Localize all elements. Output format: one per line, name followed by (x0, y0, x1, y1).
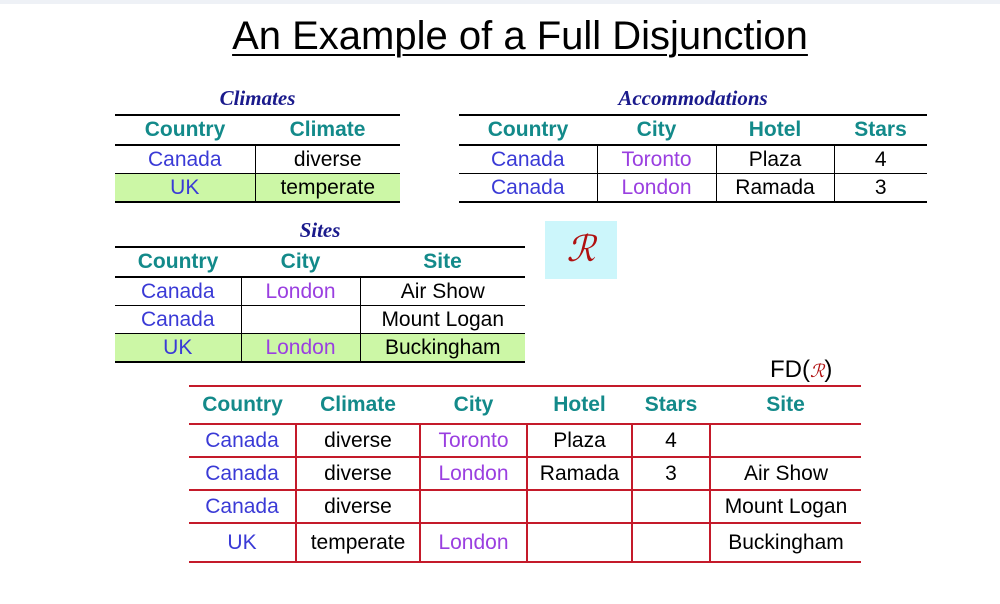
fd-cell-site: Buckingham (709, 523, 861, 563)
climates-header-country: Country (115, 115, 255, 146)
fd-suffix: ) (824, 356, 833, 383)
fd-cell-site: Air Show (709, 457, 861, 491)
accommodations-cell-country: Canada (459, 145, 597, 174)
accommodations-cell-hotel: Plaza (715, 145, 834, 174)
fd-cell-city: London (419, 457, 527, 491)
table-row: Canada London Ramada 3 (459, 173, 927, 203)
accommodations-header-country: Country (459, 115, 597, 146)
sites-table: Country City Site Canada London Air Show… (115, 246, 525, 363)
sites-cell-country: Canada (115, 305, 241, 334)
table-row: Canada London Air Show (115, 277, 525, 306)
fd-cell-site (709, 424, 861, 458)
accommodations-cell-stars: 3 (833, 173, 927, 203)
fd-cell-stars (631, 523, 710, 563)
sites-header-site: Site (360, 247, 525, 278)
fd-prefix: FD( (770, 356, 810, 383)
accommodations-cell-hotel: Ramada (715, 173, 834, 203)
fd-cell-city: London (419, 523, 527, 563)
table-row: Canada diverse Toronto Plaza 4 (189, 424, 861, 458)
fd-cell-stars: 4 (631, 424, 710, 458)
fd-cell-climate: temperate (295, 523, 420, 563)
fd-header-city: City (420, 386, 527, 425)
fd-cell-climate: diverse (295, 490, 420, 524)
fd-cell-hotel: Ramada (526, 457, 632, 491)
fd-header-country: Country (189, 386, 296, 425)
climates-cell-climate: temperate (254, 173, 400, 203)
climates-header-climate: Climate (255, 115, 400, 146)
sites-cell-country: UK (115, 333, 241, 363)
fd-label: FD(ℛ) (770, 356, 832, 384)
slide-title: An Example of a Full Disjunction (232, 14, 808, 58)
table-row-highlighted: UK temperate (115, 173, 400, 203)
sites-cell-country: Canada (115, 277, 241, 306)
sites-cell-city: London (240, 277, 360, 306)
fd-cell-hotel (526, 523, 632, 563)
table-row: Canada Mount Logan (115, 305, 525, 334)
accommodations-cell-city: London (596, 173, 716, 203)
fd-cell-hotel (526, 490, 632, 524)
fd-cell-site: Mount Logan (709, 490, 861, 524)
climates-cell-country: UK (115, 173, 255, 203)
sites-cell-site: Mount Logan (359, 305, 525, 334)
table-row: Canada diverse London Ramada 3 Air Show (189, 457, 861, 491)
fd-cell-country: UK (189, 523, 296, 563)
fd-header-climate: Climate (296, 386, 420, 425)
fd-cell-climate: diverse (295, 457, 420, 491)
fd-header-hotel: Hotel (527, 386, 632, 425)
sites-cell-city: London (240, 333, 360, 363)
climates-cell-climate: diverse (254, 145, 400, 174)
sites-cell-site: Air Show (359, 277, 525, 306)
full-disjunction-table: Country Climate City Hotel Stars Site Ca… (189, 385, 861, 563)
sites-header-city: City (241, 247, 360, 278)
fd-cell-climate: diverse (295, 424, 420, 458)
fd-header-site: Site (710, 386, 861, 425)
fd-cell-city (419, 490, 527, 524)
accommodations-header-stars: Stars (834, 115, 927, 146)
sites-cell-site: Buckingham (359, 333, 525, 363)
sites-caption: Sites (299, 218, 341, 242)
sites-header-country: Country (115, 247, 241, 278)
fd-cell-country: Canada (189, 457, 296, 491)
accommodations-table: Country City Hotel Stars Canada Toronto … (459, 114, 927, 203)
accommodations-header-hotel: Hotel (716, 115, 834, 146)
fd-symbol: ℛ (809, 361, 825, 382)
accommodations-header-city: City (597, 115, 716, 146)
table-row: Canada Toronto Plaza 4 (459, 145, 927, 174)
table-row: Canada diverse Mount Logan (189, 490, 861, 524)
table-row-highlighted: UK London Buckingham (115, 333, 525, 363)
table-row: Canada diverse (115, 145, 400, 174)
fd-header-stars: Stars (632, 386, 710, 425)
fd-cell-country: Canada (189, 490, 296, 524)
table-row: UK temperate London Buckingham (189, 523, 861, 563)
accommodations-cell-city: Toronto (596, 145, 716, 174)
climates-table: Country Climate Canada diverse UK temper… (115, 114, 400, 203)
sites-cell-city (240, 305, 360, 334)
fd-cell-city: Toronto (419, 424, 527, 458)
fd-cell-country: Canada (189, 424, 296, 458)
climates-cell-country: Canada (115, 145, 255, 174)
fd-cell-stars (631, 490, 710, 524)
fd-cell-hotel: Plaza (526, 424, 632, 458)
accommodations-cell-country: Canada (459, 173, 597, 203)
top-strip (0, 0, 1000, 4)
fd-cell-stars: 3 (631, 457, 710, 491)
climates-caption: Climates (219, 86, 296, 110)
accommodations-caption: Accommodations (618, 86, 768, 110)
relation-set-symbol: ℛ (545, 221, 617, 279)
accommodations-cell-stars: 4 (833, 145, 927, 174)
